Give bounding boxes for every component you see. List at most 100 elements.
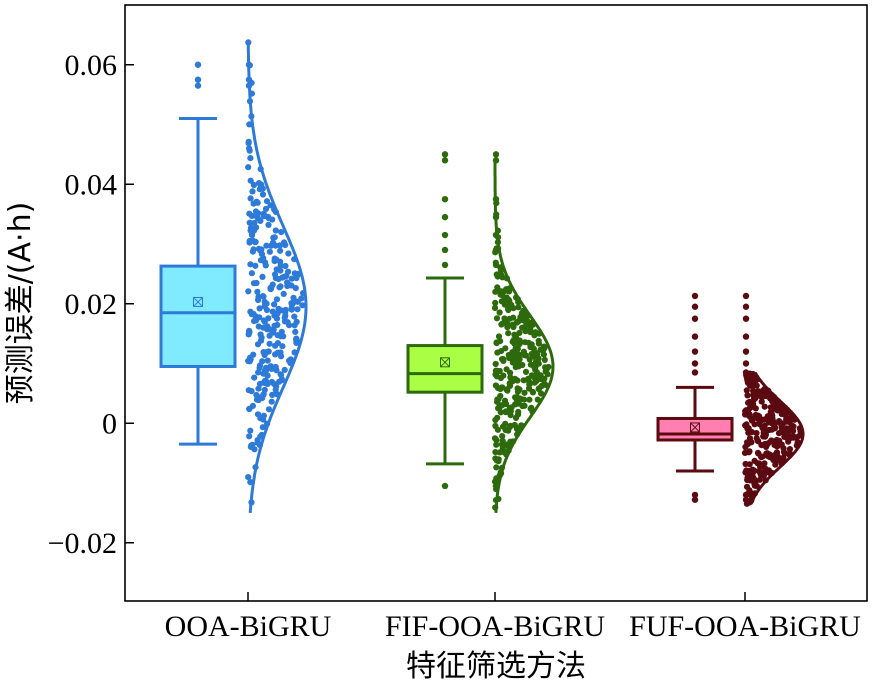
scatter-point [255, 296, 262, 304]
outlier-point [691, 333, 699, 340]
scatter-point [788, 426, 795, 433]
scatter-point [507, 408, 514, 415]
scatter-point [278, 307, 285, 314]
scatter-point [505, 330, 512, 337]
scatter-point [294, 306, 301, 313]
scatter-point [507, 374, 514, 381]
scatter-point [253, 391, 260, 399]
scatter-point [506, 380, 514, 387]
scatter-point [522, 368, 530, 375]
scatter-point [526, 396, 533, 403]
scatter-point [247, 177, 254, 184]
scatter-point [259, 358, 266, 365]
scatter-point [504, 441, 511, 448]
scatter-point [776, 418, 783, 425]
scatter-point [269, 308, 276, 315]
scatter-point [261, 386, 268, 393]
scatter-point [250, 351, 257, 358]
scatter-point [288, 275, 295, 282]
scatter-point [279, 343, 286, 350]
scatter-point [272, 363, 279, 371]
scatter-point [272, 227, 279, 234]
scatter-point [246, 210, 253, 217]
scatter-point [742, 491, 750, 499]
scatter-point [745, 449, 753, 456]
scatter-point [262, 262, 269, 269]
scatter-point [292, 328, 299, 335]
scatter-point [755, 438, 762, 445]
scatter-point [246, 405, 253, 413]
box-iqr [406, 344, 484, 394]
scatter-point [266, 332, 273, 339]
outlier-point [691, 292, 699, 300]
scatter-point [516, 329, 523, 336]
scatter-point [504, 321, 511, 328]
scatter-point [501, 397, 509, 404]
scatter-point [282, 262, 289, 270]
scatter-point [776, 437, 783, 444]
y-tick-label: 0.04 [65, 168, 118, 201]
scatter-point [527, 361, 535, 368]
scatter-point [742, 348, 750, 355]
x-axis: OOA-BiGRU FIF-OOA-BiGRU FUF-OOA-BiGRU [165, 592, 861, 643]
scatter-point [246, 219, 253, 226]
scatter-point [523, 322, 530, 329]
scatter-point [281, 314, 288, 321]
distribution-curve [493, 160, 555, 513]
scatter-point [501, 315, 508, 322]
scatter-point [273, 256, 280, 263]
scatter-point [261, 298, 268, 305]
scatter-point [274, 332, 281, 339]
scatter-point [281, 273, 288, 280]
scatter-point [773, 449, 781, 456]
scatter-point [742, 303, 750, 310]
scatter-point [252, 317, 260, 324]
scatter-point [259, 273, 266, 280]
outlier-point [441, 246, 449, 254]
outlier-point [691, 360, 699, 367]
scatter-point [265, 221, 272, 228]
scatter-point [254, 199, 261, 206]
scatter-point [492, 382, 499, 389]
outlier-point [441, 482, 449, 490]
mean-marker [690, 422, 700, 433]
outlier-point [441, 231, 449, 239]
scatter-point [493, 315, 501, 322]
scatter-point [273, 296, 281, 303]
scatter-point [766, 426, 773, 434]
scatter-point [502, 345, 509, 352]
scatter-point [278, 229, 285, 236]
x-axis-title: 特征筛选方法 [406, 649, 586, 683]
outlier-point [194, 82, 202, 89]
scatter-point [758, 398, 765, 405]
scatter-point [742, 315, 750, 322]
scatter-point [269, 391, 276, 398]
scatter-point [516, 356, 523, 363]
scatter-point [515, 363, 522, 370]
scatter-point [507, 422, 514, 429]
scatter-point [249, 230, 256, 237]
scatter-point [515, 351, 522, 358]
scatter-point [260, 317, 267, 324]
scatter-point [294, 271, 301, 278]
scatter-point [259, 191, 267, 198]
x-tick-label: OOA-BiGRU [165, 610, 332, 643]
scatter-point [544, 371, 551, 378]
scatter-point [515, 304, 522, 311]
scatter-point [250, 181, 257, 189]
outlier-point [691, 369, 699, 376]
scatter-point [756, 391, 763, 398]
scatter-point [253, 396, 261, 403]
scatter-point [495, 458, 502, 465]
scatter-point [510, 323, 517, 331]
scatter-point [284, 279, 291, 286]
distribution-curve [749, 371, 805, 505]
scatter-point [282, 241, 289, 249]
scatter-point [264, 326, 271, 333]
scatter-point [293, 336, 300, 343]
scatter-point [291, 322, 298, 329]
scatter-point [255, 245, 262, 252]
scatter-point [496, 402, 503, 409]
scatter-point [514, 388, 522, 395]
